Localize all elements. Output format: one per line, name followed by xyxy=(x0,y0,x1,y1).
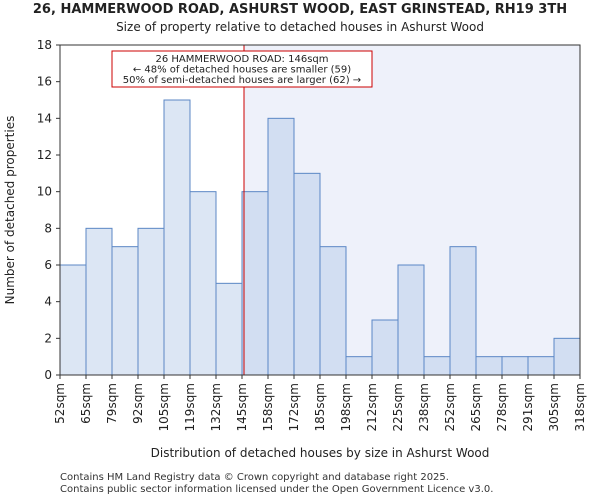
x-tick-label: 145sqm xyxy=(235,383,249,431)
x-tick-label: 305sqm xyxy=(547,383,561,431)
histogram-bar xyxy=(293,172,321,376)
x-tick-label: 92sqm xyxy=(131,383,145,424)
histogram-bar xyxy=(345,356,373,376)
x-tick-label: 238sqm xyxy=(417,383,431,431)
x-tick-label: 278sqm xyxy=(495,383,509,431)
x-tick-label: 52sqm xyxy=(53,383,67,424)
footer-line-1: Contains HM Land Registry data © Crown c… xyxy=(60,472,449,483)
histogram-bar xyxy=(163,99,191,376)
chart-title: 26, HAMMERWOOD ROAD, ASHURST WOOD, EAST … xyxy=(32,2,568,17)
y-axis-label: Number of detached properties xyxy=(3,116,17,305)
histogram-bar xyxy=(371,319,399,376)
annotation-line-1: 26 HAMMERWOOD ROAD: 146sqm xyxy=(155,54,328,65)
x-tick-label: 158sqm xyxy=(261,383,275,431)
x-tick-label: 212sqm xyxy=(365,383,379,431)
annotation-line-2: ← 48% of detached houses are smaller (59… xyxy=(133,65,351,76)
y-tick-label: 18 xyxy=(37,38,52,52)
footer-line-2: Contains public sector information licen… xyxy=(60,484,494,495)
histogram-bar xyxy=(85,227,113,376)
x-tick-label: 172sqm xyxy=(287,383,301,431)
x-tick-label: 291sqm xyxy=(521,383,535,431)
y-tick-label: 0 xyxy=(44,368,52,382)
x-tick-label: 105sqm xyxy=(157,383,171,431)
histogram-bar xyxy=(137,227,165,376)
x-tick-label: 185sqm xyxy=(313,383,327,431)
histogram-bar xyxy=(553,337,581,376)
y-tick-label: 2 xyxy=(44,331,52,345)
x-tick-label: 65sqm xyxy=(79,383,93,424)
x-axis-label: Distribution of detached houses by size … xyxy=(151,446,490,460)
histogram-bar xyxy=(449,246,477,376)
y-tick-label: 6 xyxy=(44,258,52,272)
histogram-bar xyxy=(189,191,217,376)
histogram-bar xyxy=(319,246,347,376)
y-tick-label: 8 xyxy=(44,221,52,235)
histogram-bar xyxy=(59,264,87,376)
histogram-bar xyxy=(397,264,425,376)
x-tick-label: 318sqm xyxy=(573,383,587,431)
histogram-bar xyxy=(475,356,503,376)
histogram-bar xyxy=(527,356,555,376)
x-tick-label: 265sqm xyxy=(469,383,483,431)
annotation-line-3: 50% of semi-detached houses are larger (… xyxy=(123,75,361,86)
x-tick-label: 252sqm xyxy=(443,383,457,431)
y-tick-label: 16 xyxy=(37,75,52,89)
histogram-bar xyxy=(423,356,451,376)
x-tick-label: 198sqm xyxy=(339,383,353,431)
annotation-box xyxy=(111,50,373,88)
histogram-bar xyxy=(241,191,269,376)
chart-subtitle: Size of property relative to detached ho… xyxy=(116,20,484,34)
x-tick-label: 132sqm xyxy=(209,383,223,431)
y-tick-label: 10 xyxy=(37,185,52,199)
histogram-bar xyxy=(267,117,295,376)
x-tick-label: 79sqm xyxy=(105,383,119,424)
histogram-bar xyxy=(111,246,139,376)
y-tick-label: 12 xyxy=(37,148,52,162)
y-tick-label: 14 xyxy=(37,111,52,125)
x-tick-label: 225sqm xyxy=(391,383,405,431)
histogram-bar xyxy=(215,282,243,376)
x-tick-label: 119sqm xyxy=(183,383,197,431)
y-tick-label: 4 xyxy=(44,295,52,309)
histogram-bar xyxy=(501,356,529,376)
